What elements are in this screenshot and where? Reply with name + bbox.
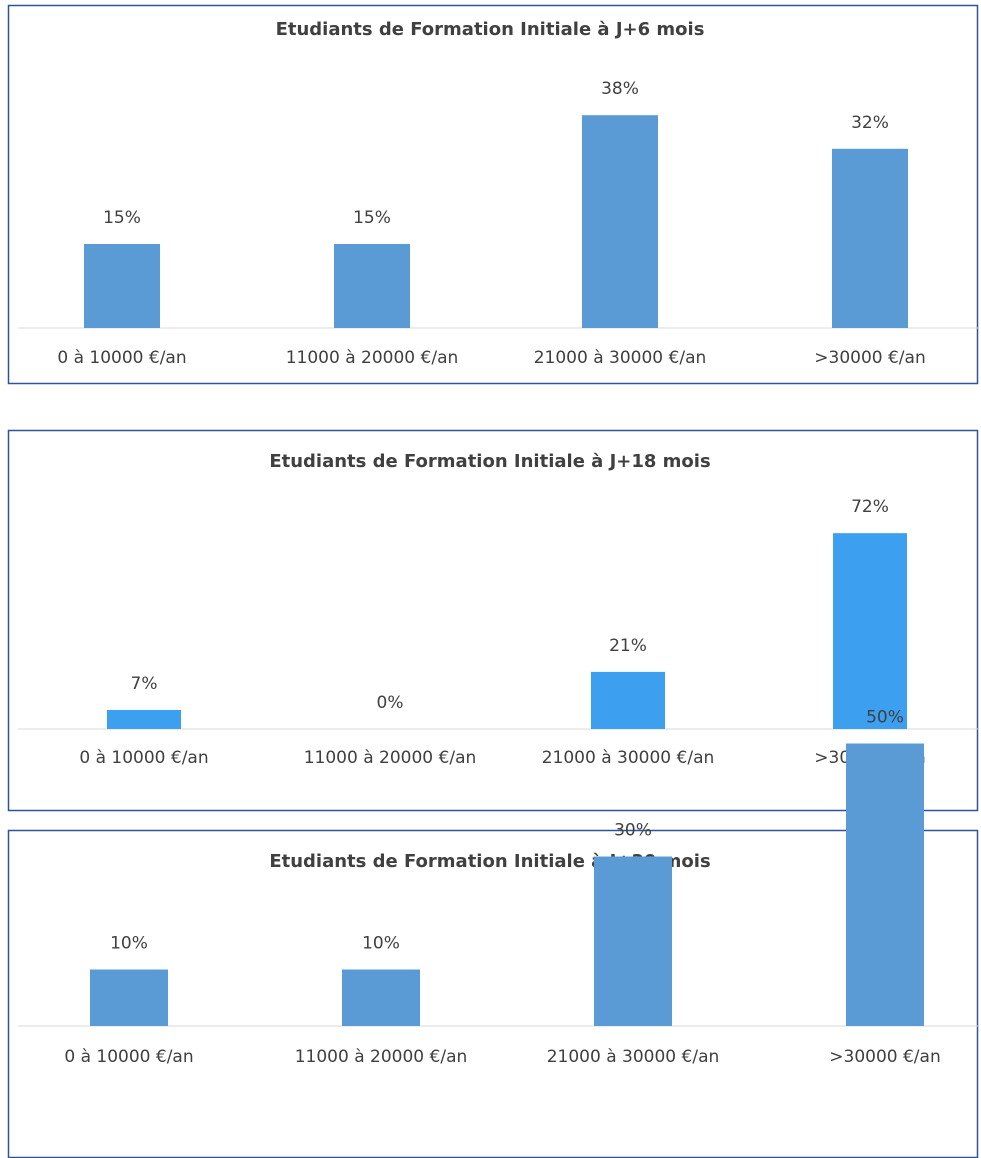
bar <box>846 743 924 1026</box>
x-tick-label: 0 à 10000 €/an <box>79 748 208 768</box>
bar <box>342 969 420 1026</box>
x-tick-label: 11000 à 20000 €/an <box>295 1047 468 1067</box>
bar <box>84 244 160 328</box>
x-tick-label: 21000 à 30000 €/an <box>542 748 715 768</box>
chart-title: Etudiants de Formation Initiale à J+6 mo… <box>276 19 705 40</box>
value-label: 32% <box>851 113 889 133</box>
value-label: 72% <box>851 497 889 517</box>
x-tick-label: 21000 à 30000 €/an <box>534 348 707 368</box>
x-tick-label: 11000 à 20000 €/an <box>304 748 477 768</box>
x-tick-label: 0 à 10000 €/an <box>64 1047 193 1067</box>
value-label: 30% <box>614 821 652 841</box>
x-tick-label: 11000 à 20000 €/an <box>286 348 459 368</box>
value-label: 15% <box>353 208 391 228</box>
bar <box>594 856 672 1026</box>
bar <box>90 969 168 1026</box>
value-label: 50% <box>866 708 904 728</box>
bar <box>591 671 665 729</box>
x-tick-label: >30000 €/an <box>814 348 925 368</box>
x-tick-label: 0 à 10000 €/an <box>57 348 186 368</box>
chart-frame <box>7 429 979 812</box>
value-label: 15% <box>103 208 141 228</box>
bar <box>107 709 181 729</box>
x-tick-label: 21000 à 30000 €/an <box>547 1047 720 1067</box>
value-label: 0% <box>377 693 404 713</box>
bar <box>832 148 908 328</box>
value-label: 10% <box>362 934 400 954</box>
x-tick-label: >30000 €/an <box>829 1047 940 1067</box>
chart-title: Etudiants de Formation Initiale à J+18 m… <box>269 451 710 472</box>
value-label: 10% <box>110 934 148 954</box>
chart-frame <box>7 4 979 385</box>
value-label: 21% <box>609 636 647 656</box>
bar <box>334 244 410 328</box>
value-label: 38% <box>601 79 639 99</box>
bar <box>582 115 658 328</box>
value-label: 7% <box>131 674 158 694</box>
bar <box>833 533 907 729</box>
